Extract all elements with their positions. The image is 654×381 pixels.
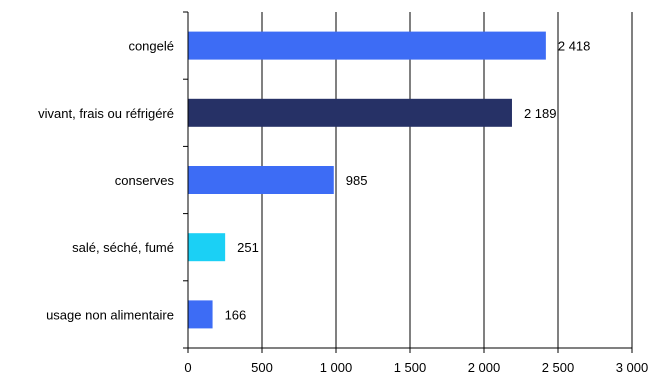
x-tick-label-3: 1 500 [394, 360, 427, 375]
value-label-0: 2 418 [558, 39, 591, 54]
labels: 2 418 congelé 2 189 vivant, frais ou réfrig… [38, 39, 648, 375]
category-label-2: conserves [115, 173, 175, 188]
value-label-1: 2 189 [524, 106, 557, 121]
bars [188, 31, 546, 329]
bar-4 [188, 300, 213, 329]
x-tick-label-6: 3 000 [616, 360, 649, 375]
category-label-1: vivant, frais ou réfrigéré [38, 106, 174, 121]
value-label-2: 985 [346, 173, 368, 188]
category-label-3: salé, séché, fumé [72, 240, 174, 255]
bar-3 [188, 233, 226, 262]
bar-2 [188, 166, 334, 194]
x-tick-label-4: 2 000 [468, 360, 501, 375]
bar-0 [188, 31, 546, 60]
value-label-3: 251 [237, 240, 259, 255]
x-tick-label-1: 500 [251, 360, 273, 375]
category-label-0: congelé [128, 39, 174, 54]
x-tick-label-0: 0 [184, 360, 191, 375]
value-label-4: 166 [225, 307, 247, 322]
x-tick-label-2: 1 000 [320, 360, 353, 375]
category-label-4: usage non alimentaire [46, 307, 174, 322]
bar-1 [188, 98, 512, 127]
axes [183, 11, 633, 353]
x-tick-label-5: 2 500 [542, 360, 575, 375]
grid-lines [261, 12, 633, 348]
